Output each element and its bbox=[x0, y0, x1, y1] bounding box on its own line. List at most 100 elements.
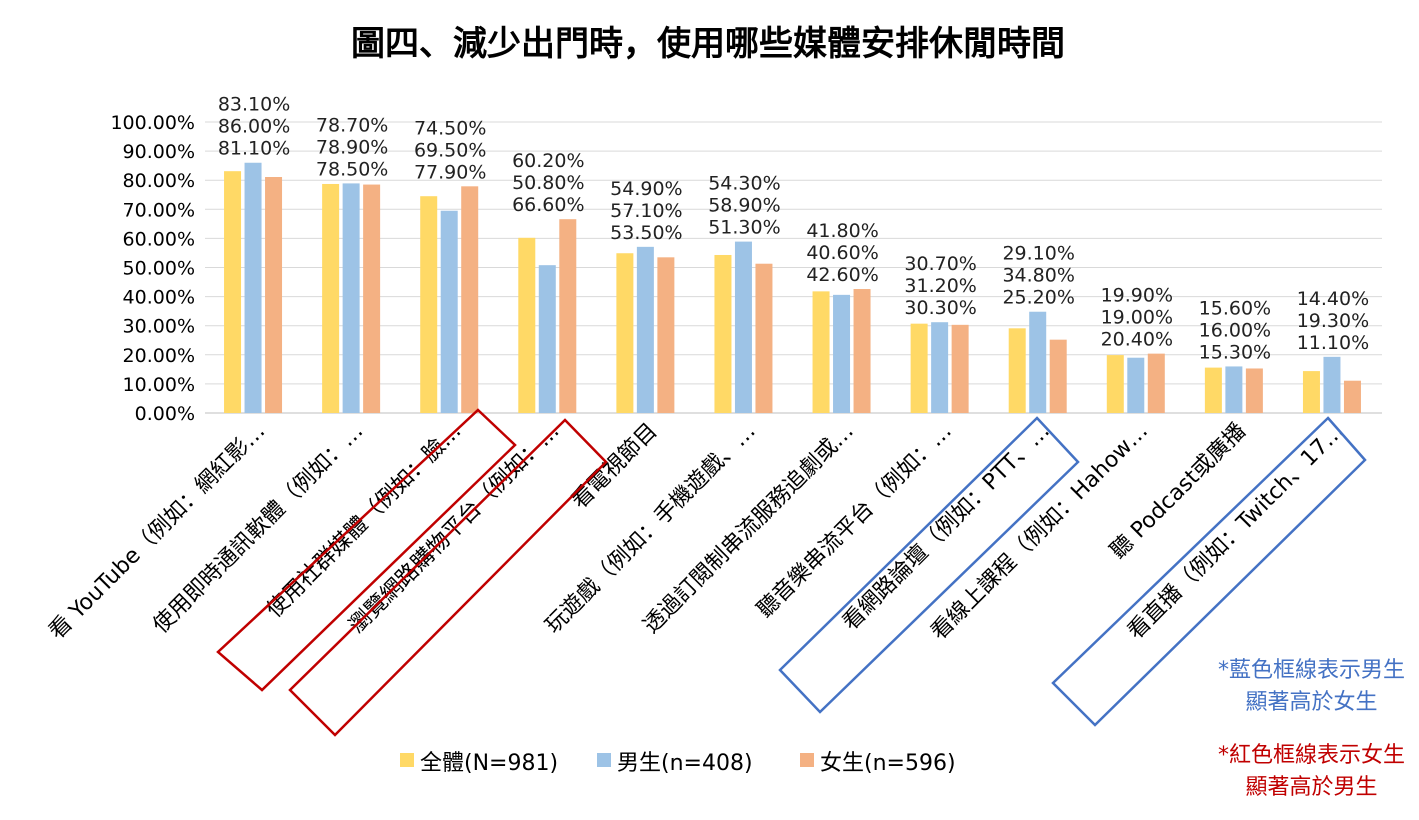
legend-label: 女生(n=596) bbox=[820, 751, 956, 776]
data-label: 30.70% bbox=[904, 253, 976, 275]
y-tick-label: 70.00% bbox=[123, 199, 195, 221]
bar bbox=[461, 186, 479, 413]
data-label: 60.20% bbox=[512, 150, 584, 172]
bar bbox=[812, 291, 830, 413]
chart-title: 圖四、減少出門時，使用哪些媒體安排休閒時間 bbox=[351, 24, 1065, 64]
data-label: 78.70% bbox=[316, 114, 388, 136]
data-label: 30.30% bbox=[904, 297, 976, 319]
data-label: 19.90% bbox=[1101, 285, 1173, 307]
bar bbox=[755, 263, 773, 413]
bar bbox=[1106, 355, 1124, 413]
y-tick-label: 60.00% bbox=[123, 228, 195, 250]
data-label: 15.30% bbox=[1199, 341, 1271, 363]
bar bbox=[265, 176, 283, 413]
data-label: 42.60% bbox=[806, 264, 878, 286]
bar bbox=[1127, 357, 1145, 413]
x-tick-label: 玩遊戲（例如：手機遊戲、… bbox=[541, 419, 761, 639]
data-labels: 83.10%86.00%81.10% 78.70%78.90%78.50% 74.5… bbox=[218, 94, 1369, 364]
y-tick-label: 90.00% bbox=[123, 141, 195, 163]
note-blue: *藍色框線表示男生 顯著高於女生 bbox=[1218, 655, 1405, 719]
highlight-box bbox=[288, 418, 608, 737]
bar bbox=[224, 171, 242, 413]
note-blue-line1: *藍色框線表示男生 bbox=[1217, 658, 1405, 683]
y-tick-label: 30.00% bbox=[123, 316, 195, 338]
note-red-line1: *紅色框線表示女生 bbox=[1217, 743, 1405, 768]
highlight-boxes bbox=[216, 408, 1367, 737]
data-label: 77.90% bbox=[414, 161, 486, 183]
data-label: 34.80% bbox=[1002, 265, 1074, 287]
bar bbox=[616, 253, 634, 413]
bars bbox=[224, 162, 1361, 413]
data-label: 57.10% bbox=[610, 200, 682, 222]
y-tick-label: 0.00% bbox=[135, 403, 195, 425]
bar bbox=[342, 183, 360, 413]
bar bbox=[734, 241, 752, 413]
bar bbox=[363, 184, 381, 413]
data-label: 86.00% bbox=[218, 116, 290, 138]
x-axis-labels: 看 YouTube（例如：網紅影…使用即時通訊軟體（例如：…使用社群媒體（例如：… bbox=[44, 419, 1349, 646]
data-label: 81.10% bbox=[218, 138, 290, 160]
y-tick-label: 40.00% bbox=[123, 287, 195, 309]
data-label: 11.10% bbox=[1297, 332, 1369, 354]
data-label: 78.50% bbox=[316, 158, 388, 180]
x-tick-label: 使用即時通訊軟體（例如：… bbox=[148, 419, 368, 639]
data-label: 78.90% bbox=[316, 136, 388, 158]
bar bbox=[322, 183, 340, 413]
data-label: 19.30% bbox=[1297, 310, 1369, 332]
bar bbox=[559, 219, 577, 413]
bar bbox=[657, 257, 675, 413]
x-tick-label: 看電視節目 bbox=[567, 419, 662, 514]
data-label: 54.90% bbox=[610, 178, 682, 200]
data-label: 83.10% bbox=[218, 94, 290, 116]
data-label: 51.30% bbox=[708, 217, 780, 239]
x-tick-label: 透過訂閱制串流服務追劇或… bbox=[639, 419, 859, 639]
bar bbox=[1302, 371, 1320, 413]
y-tick-label: 50.00% bbox=[123, 258, 195, 280]
data-label: 14.40% bbox=[1297, 288, 1369, 310]
highlight-box bbox=[1051, 416, 1367, 727]
legend-swatch bbox=[800, 753, 814, 767]
x-tick-label: 聽音樂串流平台（例如：… bbox=[753, 419, 957, 623]
data-label: 41.80% bbox=[806, 220, 878, 242]
data-label: 66.60% bbox=[512, 194, 584, 216]
data-label: 31.20% bbox=[904, 275, 976, 297]
highlight-box bbox=[216, 408, 517, 692]
data-label: 19.00% bbox=[1101, 307, 1173, 329]
data-label: 29.10% bbox=[1002, 243, 1074, 265]
grid: 0.00% 10.00% 20.00% 30.00% 40.00% 50.00% 60.00… bbox=[110, 112, 1382, 425]
bar bbox=[1343, 380, 1361, 413]
bar bbox=[1225, 366, 1243, 413]
legend-label: 全體(N=981) bbox=[420, 751, 558, 776]
bar bbox=[440, 210, 458, 413]
legend-swatch bbox=[400, 753, 414, 767]
legend: 全體(N=981) 男生(n=408) 女生(n=596) bbox=[400, 751, 956, 776]
bar bbox=[538, 265, 556, 413]
y-tick-label: 100.00% bbox=[110, 112, 195, 134]
bar bbox=[714, 254, 732, 413]
bar bbox=[1147, 353, 1165, 413]
bar bbox=[1245, 368, 1263, 413]
data-label: 74.50% bbox=[414, 117, 486, 139]
note-blue-line2: 顯著高於女生 bbox=[1245, 690, 1378, 715]
y-tick-label: 20.00% bbox=[123, 345, 195, 367]
data-label: 25.20% bbox=[1002, 287, 1074, 309]
bar bbox=[1008, 328, 1026, 413]
data-label: 50.80% bbox=[512, 172, 584, 194]
bar bbox=[420, 196, 438, 413]
bar bbox=[931, 322, 949, 413]
bar bbox=[951, 324, 969, 413]
note-red-line2: 顯著高於男生 bbox=[1245, 775, 1378, 800]
bar bbox=[1029, 311, 1047, 413]
data-label: 16.00% bbox=[1199, 319, 1271, 341]
data-label: 54.30% bbox=[708, 173, 780, 195]
y-tick-label: 10.00% bbox=[123, 374, 195, 396]
bar bbox=[1204, 367, 1222, 413]
legend-label: 男生(n=408) bbox=[617, 751, 753, 776]
bar bbox=[636, 246, 654, 413]
bar bbox=[853, 289, 871, 413]
bar bbox=[833, 294, 851, 413]
y-tick-label: 80.00% bbox=[123, 170, 195, 192]
data-label: 40.60% bbox=[806, 242, 878, 264]
